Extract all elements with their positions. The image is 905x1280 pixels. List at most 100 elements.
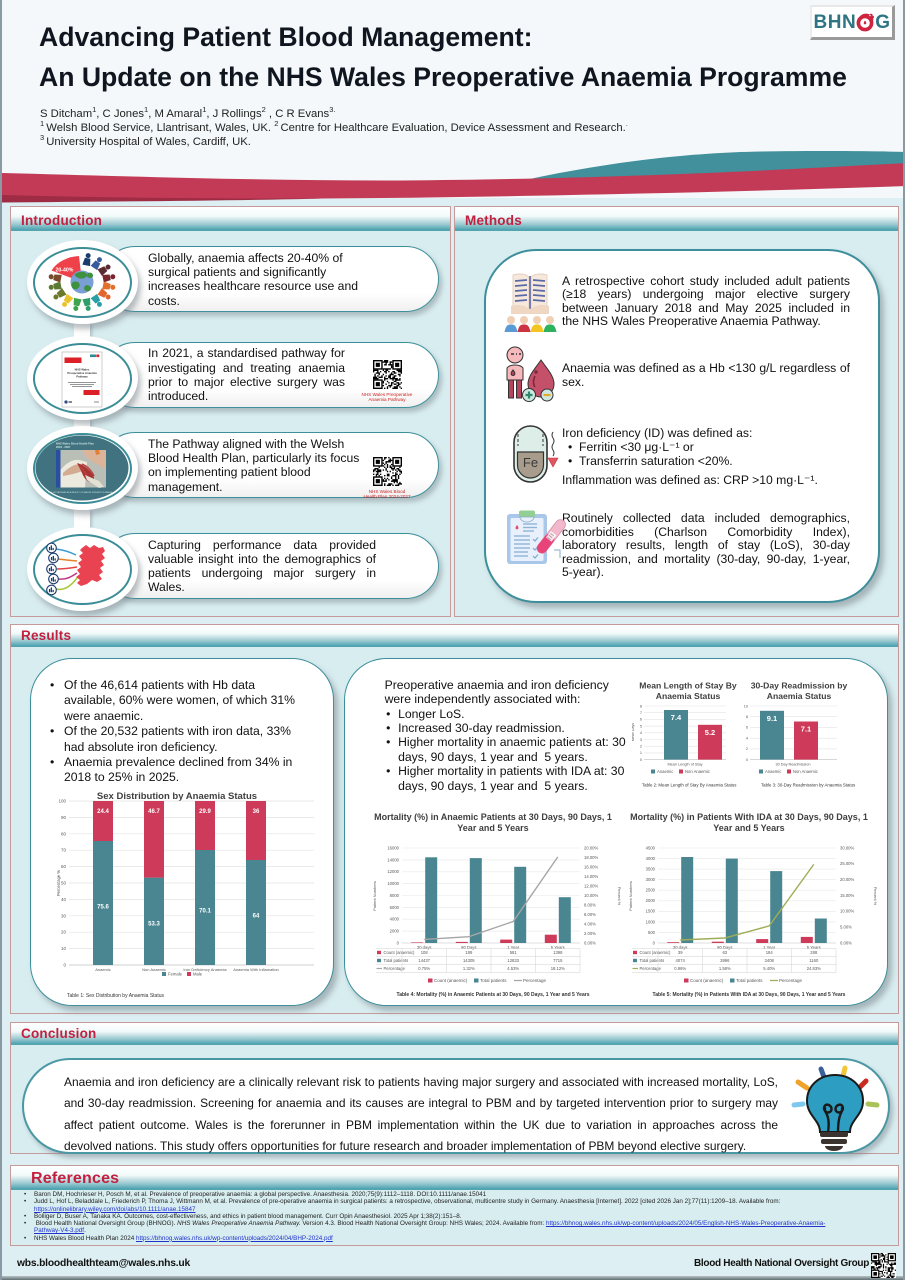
svg-text:30 days: 30 days: [417, 945, 432, 950]
svg-text:30-Day Readmission by: 30-Day Readmission by: [751, 681, 848, 691]
svg-text:40: 40: [61, 897, 67, 902]
svg-text:Percent %: Percent %: [873, 887, 878, 906]
svg-text:3408: 3408: [765, 958, 775, 963]
svg-text:8: 8: [746, 715, 748, 719]
svg-text:Percentage: Percentage: [384, 966, 406, 971]
svg-text:Total patients: Total patients: [640, 958, 665, 963]
svg-text:Anaemia With Inflamation: Anaemia With Inflamation: [233, 967, 279, 972]
svg-text:108: 108: [421, 950, 429, 955]
svg-text:Percentage: Percentage: [523, 978, 547, 983]
svg-text:5.2: 5.2: [705, 728, 715, 737]
svg-text:100: 100: [58, 799, 66, 804]
svg-text:12.00%: 12.00%: [584, 883, 598, 888]
svg-text:581: 581: [510, 950, 518, 955]
svg-text:50: 50: [61, 881, 67, 886]
svg-text:Anaemic: Anaemic: [657, 769, 673, 774]
svg-text:Total patients: Total patients: [480, 978, 507, 983]
svg-text:Fe: Fe: [523, 455, 538, 470]
svg-text:70: 70: [61, 848, 67, 853]
svg-text:Mortality (%) in Anaemic Patie: Mortality (%) in Anaemic Patients at 30 …: [374, 812, 612, 822]
svg-text:5.40%: 5.40%: [763, 966, 775, 971]
svg-text:6: 6: [746, 726, 748, 730]
svg-text:2: 2: [640, 745, 642, 749]
svg-text:12833: 12833: [507, 958, 519, 963]
svg-text:7: 7: [640, 711, 642, 715]
svg-text:30 Day Readmission: 30 Day Readmission: [775, 763, 810, 767]
svg-text:14000: 14000: [387, 857, 399, 862]
svg-text:189: 189: [465, 950, 473, 955]
svg-text:5 Years: 5 Years: [551, 945, 565, 950]
svg-text:30 days: 30 days: [673, 945, 688, 950]
svg-text:Iron Deficiency Anaemia: Iron Deficiency Anaemia: [183, 967, 227, 972]
svg-text:Count (anaemic): Count (anaemic): [690, 978, 724, 983]
svg-text:1500: 1500: [646, 909, 656, 914]
svg-text:2500: 2500: [646, 888, 656, 893]
svg-text:Total patients: Total patients: [736, 978, 763, 983]
svg-text:6.00%: 6.00%: [584, 912, 596, 917]
svg-text:0.75%: 0.75%: [418, 966, 430, 971]
svg-text:4.00%: 4.00%: [584, 921, 596, 926]
svg-text:14437: 14437: [418, 958, 430, 963]
svg-text:2000: 2000: [390, 929, 400, 934]
svg-text:16000: 16000: [387, 845, 399, 850]
svg-text:7715: 7715: [553, 958, 563, 963]
svg-text:PRE-OP PATHWAY AS A RESULT OF: PRE-OP PATHWAY AS A RESULT OF MAJOR SURG…: [48, 491, 113, 494]
svg-text:Non Anaemic: Non Anaemic: [142, 967, 166, 972]
svg-text:Count (anaemic): Count (anaemic): [434, 978, 468, 983]
svg-text:24.4: 24.4: [97, 809, 109, 815]
svg-text:Mean Length of Stay: Mean Length of Stay: [667, 763, 702, 767]
svg-text:90: 90: [61, 815, 67, 820]
svg-text:Mortality (%) in Patients With: Mortality (%) in Patients With IDA at 30…: [630, 812, 868, 822]
svg-text:64: 64: [253, 913, 260, 919]
svg-text:Patient Numbers: Patient Numbers: [628, 881, 633, 911]
svg-text:20-40%: 20-40%: [56, 268, 74, 274]
svg-text:7.4: 7.4: [671, 713, 682, 722]
svg-text:Male: Male: [193, 972, 203, 977]
svg-text:18.12%: 18.12%: [551, 966, 565, 971]
svg-text:0: 0: [746, 758, 748, 762]
svg-text:5: 5: [640, 724, 642, 728]
svg-text:2024 - 2027: 2024 - 2027: [56, 445, 71, 449]
svg-text:4: 4: [640, 731, 642, 735]
svg-text:18.00%: 18.00%: [584, 855, 598, 860]
svg-text:Table 3: 30-Day Readmission by: Table 3: 30-Day Readmission by Anaemia S…: [761, 783, 856, 788]
svg-text:4500: 4500: [646, 845, 656, 850]
svg-text:10.00%: 10.00%: [840, 909, 854, 914]
svg-text:Anaemic: Anaemic: [95, 967, 111, 972]
svg-text:Total patients: Total patients: [384, 958, 409, 963]
svg-text:14305: 14305: [463, 958, 475, 963]
svg-text:Percent %: Percent %: [617, 887, 622, 906]
svg-text:20.00%: 20.00%: [840, 877, 854, 882]
svg-text:4000: 4000: [390, 917, 400, 922]
svg-text:Preoperative Anaemia: Preoperative Anaemia: [67, 371, 97, 375]
svg-text:0: 0: [63, 963, 66, 968]
svg-text:10: 10: [744, 704, 748, 708]
svg-text:70.1: 70.1: [199, 909, 211, 915]
svg-text:Sex Distribution by Anaemia St: Sex Distribution by Anaemia Status: [97, 791, 257, 802]
svg-text:8.00%: 8.00%: [584, 902, 596, 907]
svg-text:Year and 5 Years: Year and 5 Years: [457, 823, 528, 833]
svg-text:Percentage: Percentage: [640, 966, 662, 971]
svg-text:0.00%: 0.00%: [840, 940, 852, 945]
svg-text:2: 2: [746, 747, 748, 751]
svg-text:Table 4: Mortality (%) in Anae: Table 4: Mortality (%) in Anaemic Patien…: [397, 992, 590, 998]
svg-text:Count (anaemic): Count (anaemic): [384, 950, 416, 955]
svg-text:1398: 1398: [553, 950, 563, 955]
svg-text:1160: 1160: [809, 958, 819, 963]
svg-text:12000: 12000: [387, 869, 399, 874]
svg-text:Table 1: Sex Distribution by A: Table 1: Sex Distribution by Anaemia Sta…: [67, 993, 164, 999]
svg-text:30.00%: 30.00%: [840, 845, 854, 850]
svg-text:1 Year: 1 Year: [763, 945, 775, 950]
svg-text:8: 8: [640, 704, 642, 708]
svg-text:5.00%: 5.00%: [840, 925, 852, 930]
svg-text:0.96%: 0.96%: [674, 966, 686, 971]
svg-text:500: 500: [648, 930, 656, 935]
svg-text:5 Years: 5 Years: [807, 945, 821, 950]
svg-text:Table 2: Mean Length of Stay B: Table 2: Mean Length of Stay By Anaemia …: [642, 783, 737, 788]
svg-text:4000: 4000: [646, 856, 656, 861]
svg-text:16.00%: 16.00%: [584, 864, 598, 869]
svg-text:184: 184: [766, 950, 774, 955]
svg-text:NHS Wales Blood Health Plan: NHS Wales Blood Health Plan: [56, 442, 94, 446]
svg-text:Mean Days: Mean Days: [632, 723, 635, 741]
svg-text:1.32%: 1.32%: [463, 966, 475, 971]
